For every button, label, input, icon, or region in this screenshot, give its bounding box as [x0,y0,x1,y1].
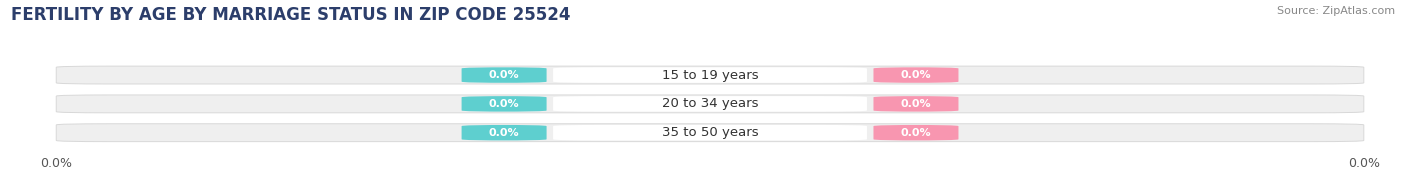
Text: 35 to 50 years: 35 to 50 years [662,126,758,139]
Text: 20 to 34 years: 20 to 34 years [662,97,758,110]
FancyBboxPatch shape [553,125,868,141]
FancyBboxPatch shape [56,66,1364,84]
Text: 0.0%: 0.0% [901,70,931,80]
Text: FERTILITY BY AGE BY MARRIAGE STATUS IN ZIP CODE 25524: FERTILITY BY AGE BY MARRIAGE STATUS IN Z… [11,6,571,24]
Text: 0.0%: 0.0% [901,99,931,109]
FancyBboxPatch shape [553,96,868,112]
Text: 15 to 19 years: 15 to 19 years [662,69,758,82]
Text: 0.0%: 0.0% [901,128,931,138]
FancyBboxPatch shape [873,67,959,83]
Text: 0.0%: 0.0% [489,99,519,109]
Text: 0.0%: 0.0% [489,128,519,138]
FancyBboxPatch shape [461,67,547,83]
FancyBboxPatch shape [56,95,1364,113]
Text: 0.0%: 0.0% [489,70,519,80]
FancyBboxPatch shape [873,96,959,112]
FancyBboxPatch shape [461,125,547,141]
FancyBboxPatch shape [873,125,959,141]
FancyBboxPatch shape [461,96,547,112]
Text: Source: ZipAtlas.com: Source: ZipAtlas.com [1277,6,1395,16]
FancyBboxPatch shape [553,67,868,83]
FancyBboxPatch shape [56,124,1364,142]
Legend: Married, Unmarried: Married, Unmarried [616,193,804,196]
